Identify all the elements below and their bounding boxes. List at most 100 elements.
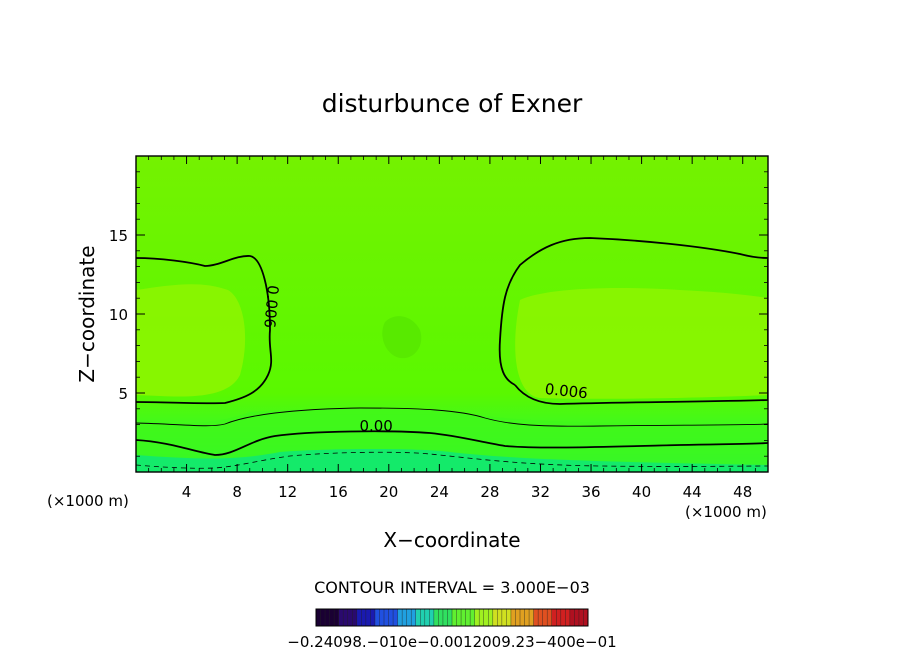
colorbar (315, 609, 589, 626)
colorbar-swatch (510, 609, 516, 626)
colorbar-swatch (479, 609, 485, 626)
colorbar-swatch (461, 609, 467, 626)
colorbar-swatch (433, 609, 439, 626)
colorbar-swatch (415, 609, 421, 626)
colorbar-swatch (420, 609, 426, 626)
colorbar-swatch (329, 609, 335, 626)
colorbar-swatch (320, 609, 326, 626)
colorbar-swatch (465, 609, 471, 626)
colorbar-frame (315, 608, 589, 627)
contour-label: 0.006 (544, 380, 589, 402)
colorbar-swatch (447, 609, 453, 626)
x-tick-label: 28 (480, 483, 499, 501)
colorbar-swatch (334, 609, 340, 626)
colorbar-swatch (569, 609, 575, 626)
colorbar-swatch (429, 609, 435, 626)
contour-line-right-0.006 (498, 237, 768, 405)
chart-title: disturbunce of Exner (322, 89, 583, 118)
colorbar-swatch (578, 609, 584, 626)
colorbar-swatch (442, 609, 448, 626)
colorbar-swatch (488, 609, 494, 626)
colorbar-swatch (316, 609, 322, 626)
colorbar-swatch (574, 609, 580, 626)
y-axis-label: Z−coordinate (75, 245, 99, 382)
y-tick-label: 5 (118, 385, 128, 403)
colorbar-swatch (583, 609, 589, 626)
colorbar-swatch (361, 609, 367, 626)
field-region-left-high (136, 284, 246, 397)
contour-line-negative (136, 451, 768, 469)
x-tick-label: 8 (232, 483, 242, 501)
colorbar-swatch (384, 609, 390, 626)
colorbar-swatch (551, 609, 557, 626)
colorbar-swatch (501, 609, 507, 626)
colorbar-swatch (338, 609, 344, 626)
colorbar-swatch (379, 609, 385, 626)
colorbar-swatch (515, 609, 521, 626)
colorbar-swatch (542, 609, 548, 626)
contour-interval-text: CONTOUR INTERVAL = 3.000E−03 (314, 578, 590, 597)
colorbar-swatch (456, 609, 462, 626)
x-tick-label: 32 (531, 483, 550, 501)
contour-labels: 0.006 0.006 0.00 (260, 284, 588, 435)
contour-line-0.003 (136, 407, 768, 427)
x-tick-label: 16 (329, 483, 348, 501)
colorbar-swatch (393, 609, 399, 626)
x-axis-ticks: 4 8 12 16 20 24 28 32 36 40 44 48 (148, 156, 756, 501)
colorbar-swatch (438, 609, 444, 626)
contour-line-0.00 (136, 430, 768, 456)
x-unit-right: (×1000 m) (685, 503, 767, 521)
colorbar-swatch (483, 609, 489, 626)
colorbar-swatch (370, 609, 376, 626)
colorbar-swatch (506, 609, 512, 626)
colorbar-swatch (474, 609, 480, 626)
colorbar-swatch (452, 609, 458, 626)
colorbar-swatch (497, 609, 503, 626)
colorbar-swatch (347, 609, 353, 626)
colorbar-swatch (365, 609, 371, 626)
x-tick-label: 20 (379, 483, 398, 501)
colorbar-swatch (402, 609, 408, 626)
colorbar-swatch (529, 609, 535, 626)
x-tick-label: 24 (430, 483, 449, 501)
contour-label: 0.006 (260, 284, 282, 328)
colorbar-labels: −0.24098.−010e−0.0012009.23−400e−01 (287, 633, 616, 651)
colorbar-swatch (492, 609, 498, 626)
x-axis-label: X−coordinate (383, 528, 520, 552)
colorbar-swatch (388, 609, 394, 626)
colorbar-swatch (524, 609, 530, 626)
colorbar-swatch (374, 609, 380, 626)
x-tick-label: 44 (683, 483, 702, 501)
colorbar-swatch (556, 609, 562, 626)
x-tick-label: 48 (733, 483, 752, 501)
colorbar-swatch (538, 609, 544, 626)
colorbar-swatch (352, 609, 358, 626)
field-region-bottom-band (136, 449, 768, 472)
colorbar-swatch (520, 609, 526, 626)
field-region-center-low (382, 316, 422, 359)
colorbar-swatch (470, 609, 476, 626)
colorbar-swatch (411, 609, 417, 626)
colorbar-swatch (547, 609, 553, 626)
colorbar-swatch (325, 609, 331, 626)
contour-label: 0.00 (359, 417, 392, 435)
colorbar-swatch (424, 609, 430, 626)
field-region-right-high (515, 288, 768, 399)
colorbar-swatch (406, 609, 412, 626)
colorbar-swatch (565, 609, 571, 626)
colorbar-swatch (397, 609, 403, 626)
colorbar-swatch (343, 609, 349, 626)
x-tick-label: 12 (278, 483, 297, 501)
y-axis-ticks: 5 10 15 (109, 171, 768, 457)
plot-area (136, 156, 768, 472)
contour-line-left-0.006 (136, 255, 273, 405)
x-tick-label: 36 (581, 483, 600, 501)
x-tick-label: 4 (182, 483, 192, 501)
colorbar-swatch (356, 609, 362, 626)
y-tick-label: 10 (109, 306, 128, 324)
colorbar-swatch (560, 609, 566, 626)
x-tick-label: 40 (632, 483, 651, 501)
y-tick-label: 15 (109, 227, 128, 245)
colorbar-swatch (533, 609, 539, 626)
